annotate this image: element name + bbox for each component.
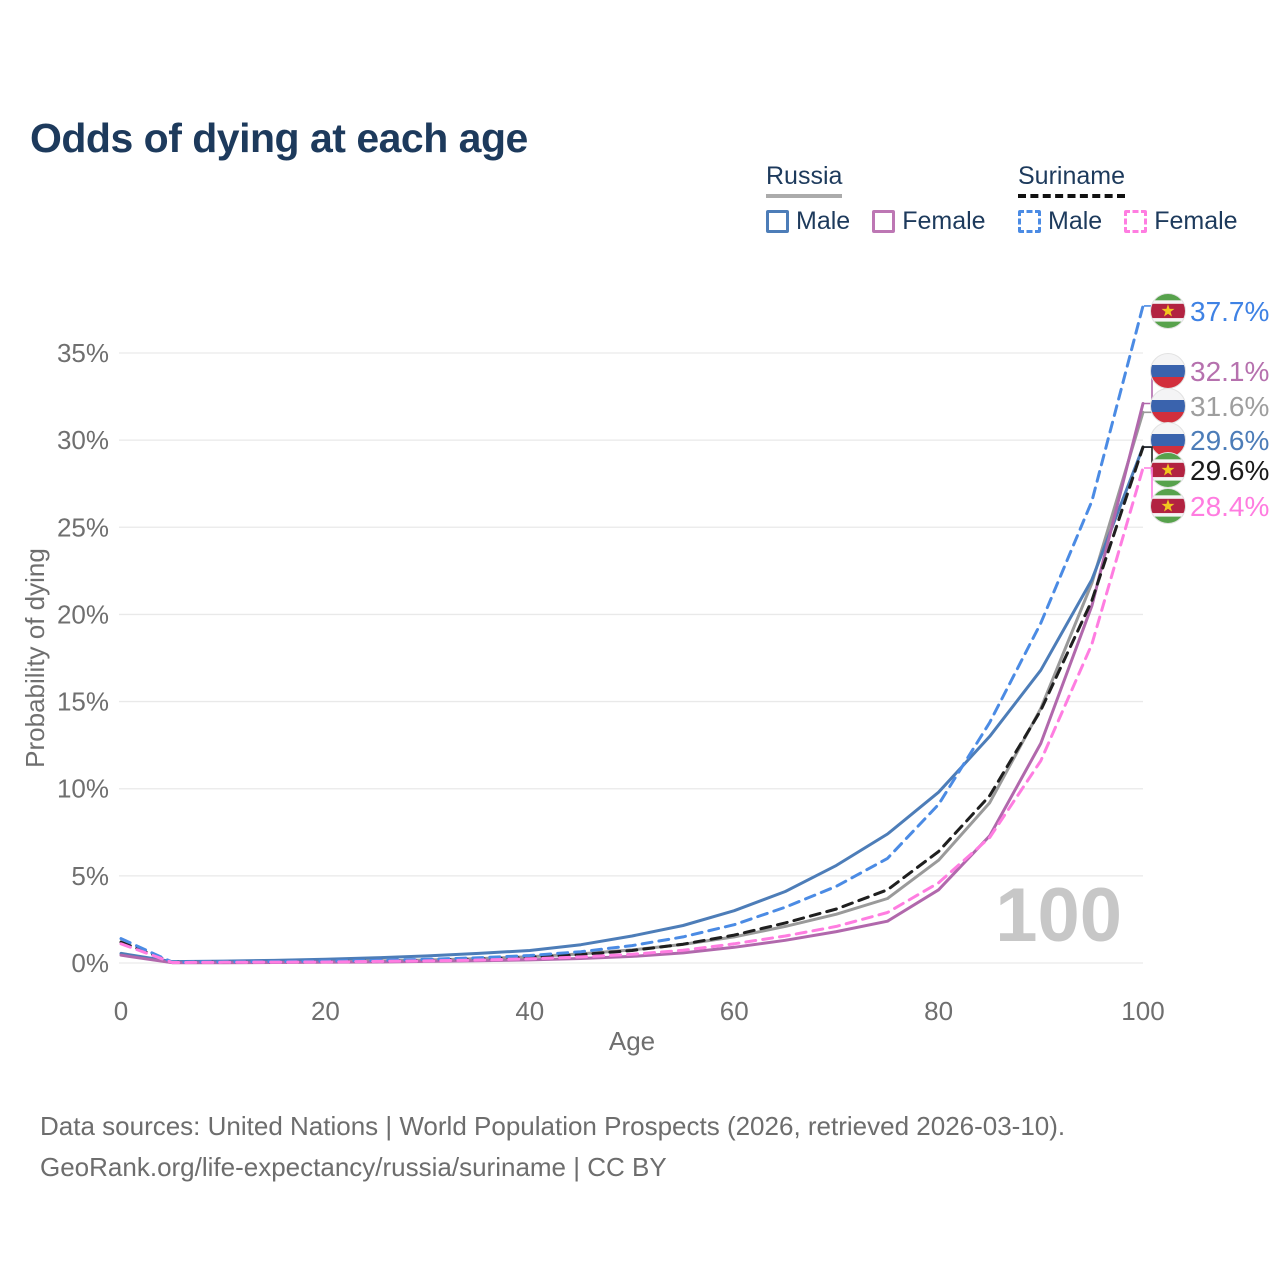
flag-stripe [1150,452,1186,460]
x-tick-label: 0 [114,996,128,1026]
legend-item-russia-male[interactable]: Male [766,207,850,236]
flag-stripe [1150,513,1186,517]
flag-star [1161,463,1175,476]
flag-stripe [1150,318,1186,322]
x-axis-title: Age [609,1026,655,1056]
flag-stripe [1150,400,1186,412]
end-value-label-suriname-male: 37.7% [1190,296,1269,327]
series-line-russia-female[interactable] [119,402,1145,965]
legend-item-suriname-female[interactable]: Female [1124,207,1238,236]
y-tick-label: 10% [57,774,109,804]
legend-country-russia[interactable]: Russia [766,162,843,198]
y-tick-label: 30% [57,425,109,455]
flag-stripes [1150,452,1186,488]
x-tick-label: 20 [311,996,340,1026]
flag-stripe [1150,488,1186,496]
legend-label: Male [796,207,851,235]
russia-flag-icon [1150,388,1186,424]
flag-stripe [1150,422,1186,434]
series-line-russia-male[interactable] [119,445,1145,964]
flag-stripe [1150,412,1186,424]
y-tick-label: 35% [57,338,109,368]
flag-stripe [1150,293,1186,301]
flag-stripe [1150,459,1186,463]
flag-stripe [1150,477,1186,481]
legend-label: Male [1048,207,1103,235]
flag-stripe [1150,365,1186,377]
flag-star [1161,304,1175,317]
flag-stripe [1150,353,1186,365]
legend-label: Female [902,207,986,235]
flag-stripe [1150,480,1186,488]
legend-country-suriname[interactable]: Suriname [1018,162,1125,198]
legend-swatch-russia-female[interactable] [872,210,896,233]
series-line-suriname-male[interactable] [119,304,1145,964]
end-value-label-russia-both: 31.6% [1190,391,1269,422]
footer-data-sources: Data sources: United Nations | World Pop… [40,1111,1066,1141]
legend-label: Female [1154,207,1238,235]
legend-group-russia: Russia Male Female [766,162,986,236]
flag-stripe [1150,321,1186,329]
footer-attribution: GeoRank.org/life-expectancy/russia/surin… [40,1152,667,1182]
suriname-flag-icon [1150,452,1186,488]
russia-flag-icon [1150,353,1186,389]
y-tick-label: 15% [57,687,109,717]
flag-stripes [1150,293,1186,329]
flag-stripe [1150,388,1186,400]
flag-ring [1150,293,1186,329]
flag-ring [1150,452,1186,488]
legend-item-suriname-male[interactable]: Male [1018,207,1102,236]
end-value-label-suriname-both: 29.6% [1190,455,1269,486]
flag-stripe [1150,446,1186,458]
series-line-suriname-both[interactable] [119,445,1145,964]
y-tick-label: 0% [71,948,109,978]
flag-ring [1150,488,1186,524]
flag-stripe [1150,377,1186,389]
flag-stripes [1150,353,1186,389]
flag-stripes [1150,388,1186,424]
x-tick-label: 100 [1121,996,1164,1026]
flag-stripe [1150,300,1186,304]
y-tick-label: 20% [57,599,109,629]
end-value-label-russia-male: 29.6% [1190,425,1269,456]
flag-star [1161,499,1175,512]
hover-age-indicator: 100 [995,873,1122,958]
x-tick-label: 40 [515,996,544,1026]
legend-swatch-suriname-male[interactable] [1018,210,1041,233]
flag-stripes [1150,422,1186,458]
x-tick-label: 80 [924,996,953,1026]
y-axis-title: Probability of dying [20,548,50,768]
suriname-flag-icon [1150,293,1186,329]
x-tick-label: 60 [720,996,749,1026]
footer: Data sources: United Nations | World Pop… [40,1106,1065,1188]
suriname-flag-icon [1150,488,1186,524]
flag-stripe [1150,516,1186,524]
flag-stripes [1150,488,1186,524]
flag-stripe [1150,434,1186,446]
page-title: Odds of dying at each age [30,115,528,162]
legend-swatch-suriname-female[interactable] [1124,210,1148,233]
series-line-suriname-female[interactable] [119,466,1145,964]
legend-group-suriname: Suriname Male Female [1018,162,1238,236]
end-value-label-suriname-female: 28.4% [1190,491,1269,522]
y-tick-label: 25% [57,512,109,542]
legend-swatch-russia-male[interactable] [766,210,789,233]
end-value-label-russia-female: 32.1% [1190,356,1269,387]
flag-stripe [1150,495,1186,499]
legend-item-russia-female[interactable]: Female [872,207,986,236]
series-line-russia-both[interactable] [119,410,1145,964]
y-tick-label: 5% [71,861,109,891]
